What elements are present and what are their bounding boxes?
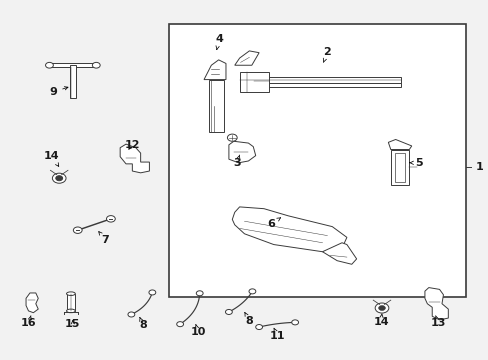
- Circle shape: [176, 321, 183, 327]
- Text: 11: 11: [269, 328, 285, 341]
- Bar: [394, 153, 405, 182]
- Bar: [48, 63, 97, 67]
- Polygon shape: [424, 288, 447, 320]
- Text: 9: 9: [49, 87, 68, 97]
- Circle shape: [56, 176, 62, 181]
- Circle shape: [73, 227, 82, 233]
- Circle shape: [52, 173, 66, 183]
- Text: 13: 13: [430, 316, 446, 328]
- Text: 2: 2: [323, 46, 330, 62]
- Circle shape: [291, 320, 298, 325]
- Text: 6: 6: [267, 218, 280, 229]
- Polygon shape: [234, 51, 259, 65]
- Text: 16: 16: [21, 316, 37, 328]
- Text: 7: 7: [99, 231, 109, 245]
- Circle shape: [255, 324, 262, 329]
- Text: 8: 8: [139, 318, 147, 330]
- Bar: [70, 65, 76, 98]
- Text: 14: 14: [43, 150, 59, 166]
- Text: 5: 5: [409, 158, 422, 168]
- Text: 1: 1: [475, 162, 483, 172]
- Polygon shape: [228, 141, 255, 163]
- Polygon shape: [322, 243, 356, 264]
- Circle shape: [128, 312, 135, 317]
- Bar: [239, 83, 400, 87]
- Circle shape: [196, 291, 203, 296]
- Circle shape: [378, 306, 385, 311]
- Circle shape: [92, 62, 100, 68]
- Bar: [208, 80, 223, 132]
- Bar: [239, 72, 268, 92]
- Text: 15: 15: [65, 319, 81, 329]
- Circle shape: [45, 62, 53, 68]
- Circle shape: [374, 303, 388, 313]
- Polygon shape: [120, 144, 149, 173]
- Text: 3: 3: [233, 155, 241, 168]
- Bar: [239, 77, 400, 83]
- Text: 10: 10: [190, 325, 205, 337]
- Polygon shape: [203, 60, 225, 80]
- Text: 4: 4: [215, 34, 223, 50]
- Polygon shape: [26, 293, 38, 313]
- Text: 12: 12: [124, 140, 140, 150]
- Ellipse shape: [66, 292, 75, 296]
- Circle shape: [227, 134, 237, 141]
- Circle shape: [248, 289, 255, 294]
- Circle shape: [225, 310, 232, 315]
- Circle shape: [106, 216, 115, 222]
- Polygon shape: [232, 207, 346, 252]
- Polygon shape: [387, 139, 411, 149]
- Bar: [66, 294, 75, 311]
- Bar: [390, 149, 408, 185]
- Circle shape: [149, 290, 156, 295]
- Bar: [168, 24, 466, 297]
- Text: 8: 8: [244, 312, 253, 325]
- Text: 14: 14: [372, 314, 388, 327]
- Ellipse shape: [66, 309, 75, 313]
